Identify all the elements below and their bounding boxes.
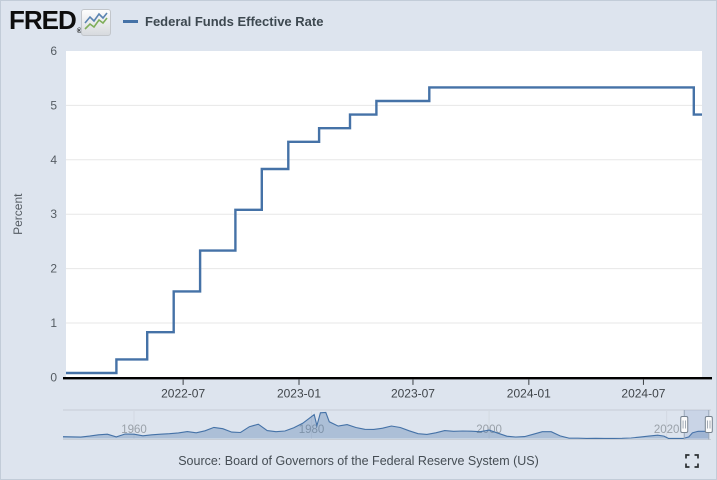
navigator-line xyxy=(62,411,710,439)
x-axis-tick-label: 2023-01 xyxy=(277,386,321,400)
legend-series-label: Federal Funds Effective Rate xyxy=(145,14,324,29)
fullscreen-icon xyxy=(684,454,699,468)
y-axis-tick-label: 1 xyxy=(50,316,57,330)
y-axis-tick-label: 6 xyxy=(50,44,57,58)
y-axis-tick-label: 4 xyxy=(50,153,57,167)
charts-svg: 0 1 2 3 4 5 6 Percent 2022-07 2023-01 2023-07 2024-… xyxy=(11,44,713,440)
navigator-year-label: 1960 xyxy=(121,424,147,436)
y-axis-tick-label: 2 xyxy=(50,262,57,276)
source-attribution: Source: Board of Governors of the Federa… xyxy=(178,454,539,468)
sparkline-graphic xyxy=(84,12,108,30)
navigator-right-handle[interactable] xyxy=(704,416,713,433)
legend-line-marker xyxy=(123,20,138,23)
fred-logo[interactable]: FRED® xyxy=(9,5,82,42)
legend-item-federal-funds-effective-rate[interactable]: Federal Funds Effective Rate xyxy=(123,14,323,29)
x-axis-tick-label: 2024-01 xyxy=(507,386,551,400)
y-axis-tick-label: 0 xyxy=(50,370,57,384)
x-axis-tick-label: 2022-07 xyxy=(161,386,205,400)
navigator-year-label: 2020 xyxy=(654,424,680,436)
registered-trademark-icon: ® xyxy=(76,28,82,35)
y-axis-tick-label: 5 xyxy=(50,98,57,112)
navigator-year-label: 1980 xyxy=(299,424,325,436)
navigator-left-handle[interactable] xyxy=(680,416,689,433)
x-axis-tick-label: 2024-07 xyxy=(621,386,665,400)
fullscreen-button[interactable] xyxy=(684,454,699,469)
fred-logo-text: FRED xyxy=(9,5,77,35)
x-axis-line xyxy=(63,377,712,380)
fred-sparkline-icon xyxy=(81,9,111,36)
chart-header: FRED® Federal Funds Effective Rate xyxy=(1,1,716,43)
x-axis-tick-label: 2023-07 xyxy=(391,386,435,400)
y-axis-title: Percent xyxy=(11,193,25,235)
navigator-selection-window[interactable] xyxy=(684,410,709,440)
y-axis-tick-label: 3 xyxy=(50,207,57,221)
series-line-federal-funds-effective-rate[interactable] xyxy=(66,86,702,375)
